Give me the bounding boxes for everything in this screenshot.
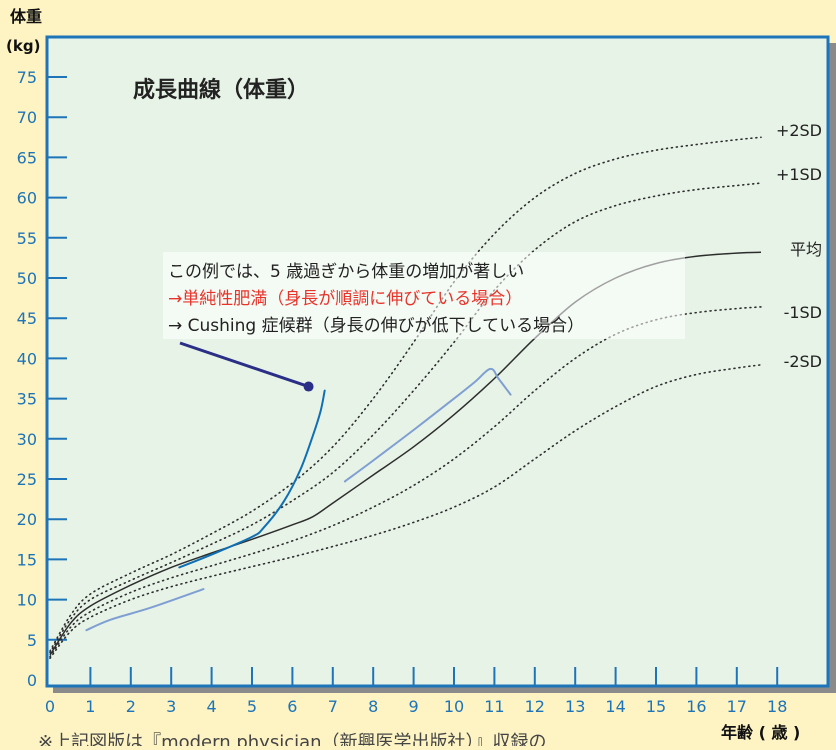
axis-ticks xyxy=(47,76,779,686)
y-tick-label: 0 xyxy=(27,671,37,690)
x-tick-label: 1 xyxy=(85,697,95,716)
x-tick-label: 8 xyxy=(368,697,378,716)
y-tick-label: 55 xyxy=(17,229,37,248)
chart-title: 成長曲線（体重） xyxy=(133,77,309,103)
series-label-3: 平均 xyxy=(790,240,822,259)
case-curves xyxy=(85,367,512,632)
x-tick-label: 15 xyxy=(646,697,666,716)
reference-curve-5 xyxy=(49,364,762,660)
y-tick-label: 65 xyxy=(17,148,37,167)
reference-curve-2 xyxy=(49,182,762,654)
case-curve-2 xyxy=(343,367,512,483)
x-tick-label: 16 xyxy=(686,697,706,716)
x-tick-label: 12 xyxy=(525,697,545,716)
series-label-4: -1SD xyxy=(784,303,822,322)
annotation-line-3: → Cushing 症候群（身長の伸びが低下している場合） xyxy=(168,316,584,336)
y-tick-label: 45 xyxy=(17,309,37,328)
x-tick-label: 9 xyxy=(409,697,419,716)
y-tick-label: 70 xyxy=(17,108,37,127)
x-tick-label: 6 xyxy=(287,697,297,716)
y-tick-label: 20 xyxy=(17,510,37,529)
x-tick-label: 13 xyxy=(565,697,585,716)
series-label-2: +1SD xyxy=(776,165,822,184)
y-tick-label: 75 xyxy=(17,68,37,87)
footnote: ※上記図版は『modern physician（新興医学出版社）』収録の xyxy=(38,732,547,746)
annotation-box xyxy=(163,252,685,339)
x-tick-label: 18 xyxy=(767,697,787,716)
series-labels: +2SD +1SD 平均 -1SD -2SD xyxy=(776,121,822,371)
y-tick-label: 30 xyxy=(17,430,37,449)
x-tick-label: 14 xyxy=(605,697,625,716)
y-tick-label: 60 xyxy=(17,189,37,208)
series-label-5: -2SD xyxy=(784,352,822,371)
annotation-pointer-line xyxy=(179,341,310,388)
y-tick-label: 40 xyxy=(17,349,37,368)
y-axis-unit: (kg) xyxy=(6,37,40,55)
x-tick-label: 10 xyxy=(444,697,464,716)
annotation-pointer-dot xyxy=(303,381,314,392)
y-tick-label: 25 xyxy=(17,470,37,489)
x-tick-label: 3 xyxy=(166,697,176,716)
y-tick-label: 15 xyxy=(17,550,37,569)
y-axis-label: 体重 xyxy=(10,7,42,26)
x-tick-label: 7 xyxy=(328,697,338,716)
x-tick-label: 5 xyxy=(247,697,257,716)
x-axis-label: 年齢 ( 歳 ) xyxy=(721,723,800,742)
x-tick-label: 11 xyxy=(484,697,504,716)
annotation-line-1: この例では、5 歳過ぎから体重の増加が著しい xyxy=(168,262,524,282)
y-tick-label: 10 xyxy=(17,591,37,610)
case-curve-3 xyxy=(85,588,205,632)
y-tick-label: 5 xyxy=(27,631,37,650)
x-tick-label: 0 xyxy=(45,697,55,716)
y-tick-label: 35 xyxy=(17,390,37,409)
x-tick-label: 2 xyxy=(126,697,136,716)
annotation-line-2: →単純性肥満（身長が順調に伸びている場合） xyxy=(168,289,522,309)
series-label-1: +2SD xyxy=(776,121,822,140)
case-curve-1 xyxy=(178,389,326,569)
x-tick-label: 4 xyxy=(207,697,217,716)
reference-curve-1 xyxy=(49,136,762,652)
y-tick-label: 50 xyxy=(17,269,37,288)
x-tick-label: 17 xyxy=(727,697,747,716)
